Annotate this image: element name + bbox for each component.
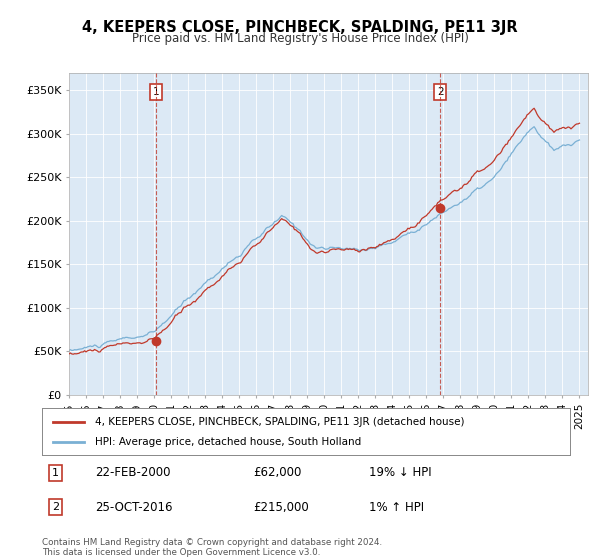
Text: 22-FEB-2000: 22-FEB-2000 xyxy=(95,466,170,479)
Text: 19% ↓ HPI: 19% ↓ HPI xyxy=(370,466,432,479)
Text: 1: 1 xyxy=(52,468,59,478)
Text: 2: 2 xyxy=(437,87,443,97)
Text: 1: 1 xyxy=(153,87,160,97)
Text: Price paid vs. HM Land Registry's House Price Index (HPI): Price paid vs. HM Land Registry's House … xyxy=(131,32,469,45)
Text: 1% ↑ HPI: 1% ↑ HPI xyxy=(370,501,424,514)
Text: £215,000: £215,000 xyxy=(253,501,309,514)
Text: 2: 2 xyxy=(52,502,59,512)
Text: 25-OCT-2016: 25-OCT-2016 xyxy=(95,501,172,514)
Text: £62,000: £62,000 xyxy=(253,466,302,479)
Text: 4, KEEPERS CLOSE, PINCHBECK, SPALDING, PE11 3JR: 4, KEEPERS CLOSE, PINCHBECK, SPALDING, P… xyxy=(82,20,518,35)
Text: 4, KEEPERS CLOSE, PINCHBECK, SPALDING, PE11 3JR (detached house): 4, KEEPERS CLOSE, PINCHBECK, SPALDING, P… xyxy=(95,417,464,427)
Text: HPI: Average price, detached house, South Holland: HPI: Average price, detached house, Sout… xyxy=(95,437,361,447)
Text: Contains HM Land Registry data © Crown copyright and database right 2024.
This d: Contains HM Land Registry data © Crown c… xyxy=(42,538,382,557)
